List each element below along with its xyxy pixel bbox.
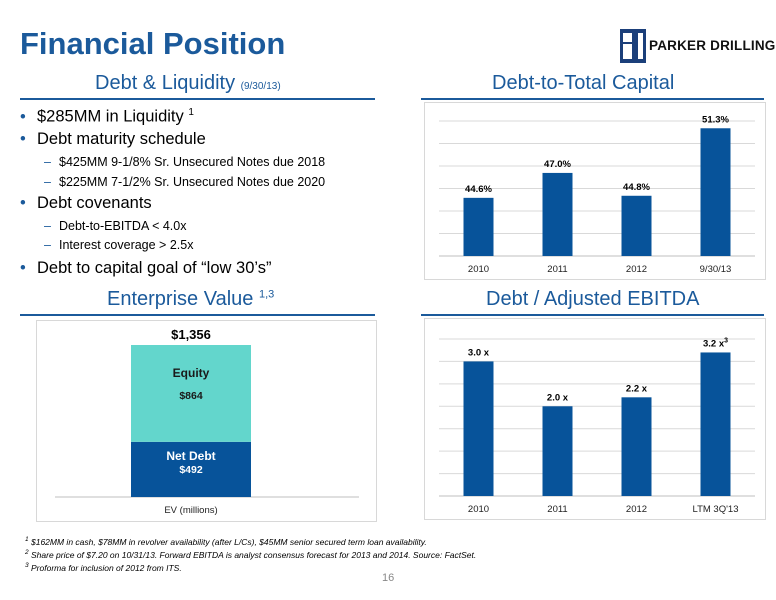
de-bar: [621, 397, 652, 496]
de-tick-label: 2010: [468, 504, 489, 515]
ev-segment-name: Net Debt: [166, 449, 215, 463]
dtc-bar: [463, 197, 494, 256]
bullet-liquidity-text: $285MM in Liquidity: [37, 107, 184, 126]
ev-segment-name: Equity: [173, 366, 210, 380]
bullet-liquidity: • $285MM in Liquidity 1: [20, 107, 194, 126]
de-data-label: 3.0 x: [468, 347, 490, 358]
sub-bullet-notes-2018: – $425MM 9-1/8% Sr. Unsecured Notes due 2…: [44, 155, 326, 169]
dtc-tick-label: 9/30/13: [700, 264, 732, 275]
bullet-maturity: • Debt maturity schedule: [20, 130, 206, 148]
footnote-2: 2 Share price of $7.20 on 10/31/13. Forw…: [25, 549, 476, 560]
debt-liquidity-heading-text: Debt & Liquidity: [95, 72, 236, 94]
dtc-tick-label: 2012: [626, 264, 647, 275]
ev-segment-value: $492: [179, 464, 203, 476]
de-data-label-sup: 3: [724, 337, 728, 344]
footnote-1: 1 $162MM in cash, $78MM in revolver avai…: [25, 536, 427, 547]
sub-bullet-debt-ebitda: – Debt-to-EBITDA < 4.0x: [44, 219, 187, 233]
debt-to-capital-chart: 44.6% 2010 47.0% 2011 44.8% 2012 51.3% 9/30/13: [439, 114, 755, 275]
debt-ebitda-chart: 3.0 x 2010 2.0 x 2011 2.2 x 2012 3.2 x3 LTM 3Q'…: [439, 337, 755, 515]
bullet-covenants-text: Debt covenants: [37, 194, 152, 212]
debt-to-capital-chart-frame: 44.6% 2010 47.0% 2011 44.8% 2012 51.3% 9/30/13: [424, 102, 766, 280]
sub-bullet-notes-2018-text: $425MM 9-1/8% Sr. Unsecured Notes due 20…: [59, 155, 326, 169]
de-tick-label: 2011: [547, 504, 567, 515]
ev-segment-value: $864: [179, 390, 203, 402]
dtc-data-label: 51.3%: [702, 114, 729, 125]
de-bar: [542, 406, 573, 496]
dtc-bar: [542, 172, 573, 256]
de-tick-label: 2012: [626, 504, 647, 515]
debt-liquidity-rule: [20, 98, 375, 100]
debt-to-capital-heading: Debt-to-Total Capital: [492, 72, 675, 94]
debt-liquidity-date: (9/30/13): [240, 81, 281, 92]
enterprise-value-heading-sup: 1,3: [258, 288, 275, 301]
enterprise-value-chart-frame: Net Debt $492 Equity $864 $1,356 EV (millions…: [36, 320, 377, 522]
dtc-data-label: 47.0%: [544, 159, 571, 170]
logo-text: Parker Drilling: [649, 38, 776, 53]
dtc-data-label: 44.6%: [465, 184, 492, 195]
sub-bullet-interest-coverage-text: Interest coverage > 2.5x: [59, 238, 194, 252]
bullet-capital-goal-text: Debt to capital goal of “low 30’s”: [37, 259, 272, 277]
sub-bullet-debt-ebitda-text: Debt-to-EBITDA < 4.0x: [59, 219, 187, 233]
enterprise-value-chart: Net Debt$492 Equity $864 $1,356 EV (millions…: [55, 327, 359, 516]
bullet-capital-goal: • Debt to capital goal of “low 30’s”: [20, 259, 272, 277]
bullet-maturity-text: Debt maturity schedule: [37, 130, 206, 148]
ev-segment-equity: [131, 345, 251, 442]
debt-ebitda-chart-frame: 3.0 x 2010 2.0 x 2011 2.2 x 2012 3.2 x3 LTM 3Q'…: [424, 318, 766, 520]
footnote-3-sup: 3: [25, 562, 29, 569]
parker-drilling-logo: Parker Drilling: [620, 29, 775, 63]
de-bar: [700, 352, 731, 496]
sub-bullet-interest-coverage: – Interest coverage > 2.5x: [44, 238, 194, 252]
dtc-tick-label: 2011: [547, 264, 567, 275]
ev-segment-net-debt: [131, 441, 251, 497]
de-tick-label: LTM 3Q'13: [693, 504, 739, 515]
footnote-3-text: Proforma for inclusion of 2012 from ITS.: [31, 562, 182, 573]
de-data-label: 2.0 x: [547, 392, 569, 403]
footnote-3: 3 Proforma for inclusion of 2012 from IT…: [25, 562, 182, 573]
footnote-2-sup: 2: [25, 549, 29, 556]
debt-ebitda-rule: [421, 314, 764, 316]
enterprise-value-heading-text: Enterprise Value: [107, 288, 254, 310]
dtc-tick-label: 2010: [468, 264, 489, 275]
bullet-covenants: • Debt covenants: [20, 194, 152, 212]
sub-bullet-notes-2020: – $225MM 7-1/2% Sr. Unsecured Notes due 2…: [44, 175, 326, 189]
page-title: Financial Position: [20, 26, 286, 61]
debt-liquidity-heading: Debt & Liquidity (9/30/13): [95, 72, 281, 95]
de-data-label: 3.2 x3: [703, 337, 728, 349]
dtc-bar: [621, 195, 652, 256]
footnote-2-text: Share price of $7.20 on 10/31/13. Forwar…: [31, 549, 477, 560]
footnote-1-sup: 1: [25, 536, 29, 543]
page-number: 16: [382, 572, 395, 584]
sub-bullet-notes-2020-text: $225MM 7-1/2% Sr. Unsecured Notes due 20…: [59, 175, 326, 189]
de-bar: [463, 361, 494, 496]
ev-total-label: $1,356: [171, 327, 211, 342]
enterprise-value-rule: [20, 314, 375, 316]
dtc-data-label: 44.8%: [623, 182, 650, 193]
ev-tick-label: EV (millions): [164, 505, 217, 516]
debt-to-capital-rule: [421, 98, 764, 100]
logo-mark-icon: [620, 29, 646, 63]
bullet-liquidity-sup: 1: [188, 107, 194, 118]
de-data-label: 2.2 x: [626, 383, 648, 394]
enterprise-value-heading: Enterprise Value 1,3: [107, 288, 274, 311]
debt-ebitda-heading: Debt / Adjusted EBITDA: [486, 288, 700, 310]
footnote-1-text: $162MM in cash, $78MM in revolver availa…: [31, 536, 427, 547]
dtc-bar: [700, 128, 731, 256]
